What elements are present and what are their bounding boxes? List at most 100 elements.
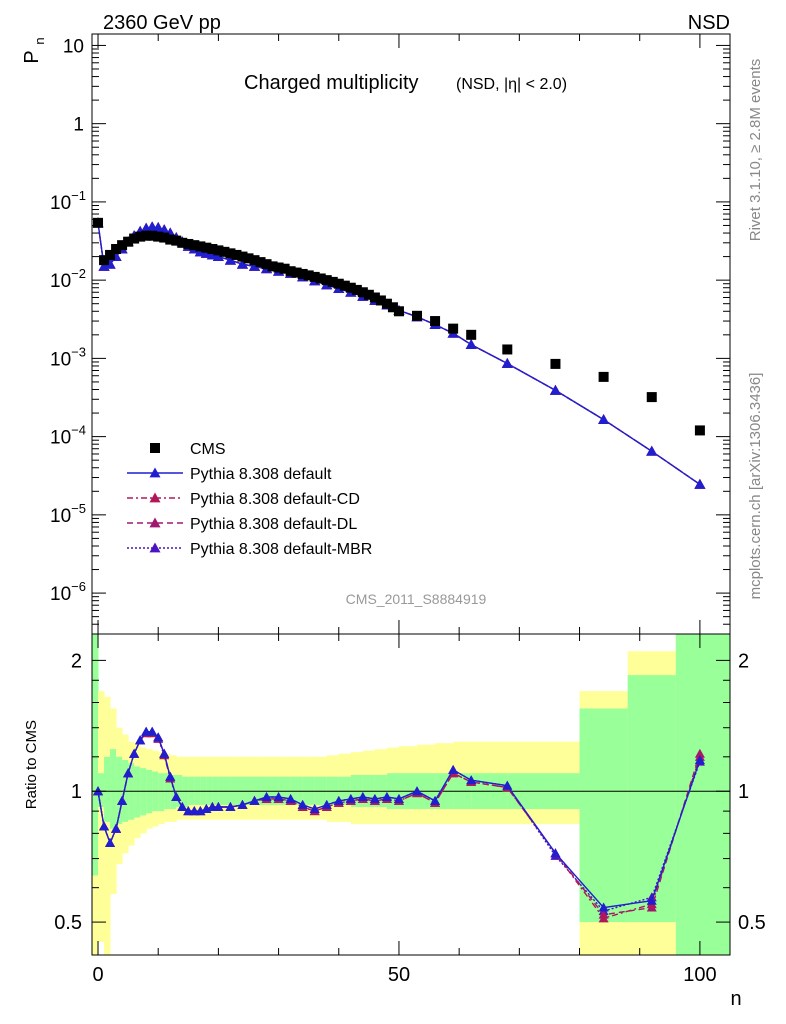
process-label: NSD [688, 12, 730, 34]
legend-marker [149, 492, 161, 503]
band-inner [116, 756, 123, 825]
cms-marker [345, 282, 356, 293]
band-outer [104, 696, 111, 955]
main-y-tick-label: 10−4 [50, 423, 86, 449]
ratio-y-tick-label-right: 1 [738, 781, 749, 803]
ratio-marker-0 [694, 754, 705, 764]
plot-title-cut: (NSD, |η| < 2.0) [456, 76, 567, 93]
cms-marker [267, 261, 278, 272]
cms-marker [195, 241, 206, 252]
mc-marker-1 [549, 384, 561, 395]
ratio-marker-1 [598, 913, 609, 923]
band-outer [98, 691, 105, 942]
cms-marker [291, 267, 302, 278]
ratio-marker-0 [249, 795, 260, 805]
legend-label: Pythia 8.308 default-MBR [190, 541, 372, 558]
main-y-tick-label: 10−5 [50, 501, 86, 527]
band-inner [579, 708, 629, 923]
cms-marker [129, 233, 140, 244]
x-tick-label: 100 [683, 964, 716, 986]
cms-marker [315, 273, 326, 284]
cms-marker [123, 236, 134, 247]
rivet-label: Rivet 3.1.10, ≥ 2.8M events [747, 59, 764, 242]
ratio-marker-0 [297, 799, 308, 809]
tick-base: 10 [50, 506, 71, 527]
cms-marker [309, 271, 320, 282]
main-y-tick-label: 10 [63, 36, 84, 57]
cms-marker [387, 302, 398, 313]
cms-marker [375, 295, 386, 306]
cms-marker [237, 251, 248, 262]
ratio-y-tick-label-right: 2 [738, 650, 749, 672]
ratio-marker-0 [345, 793, 356, 803]
cms-marker [177, 237, 188, 248]
main-y-tick-label: 10−1 [50, 188, 86, 214]
ratio-marker-0 [357, 791, 368, 801]
cms-marker [412, 310, 423, 321]
ratio-marker-0 [646, 895, 657, 905]
ratio-marker-0 [381, 791, 392, 801]
cms-marker [225, 248, 236, 259]
mc-marker-1 [212, 251, 224, 261]
ratio-marker-0 [225, 801, 236, 811]
legend-marker [149, 467, 161, 478]
cms-marker [165, 234, 176, 245]
mc-line-4 [97, 222, 701, 485]
ratio-marker-0 [147, 726, 158, 736]
analysis-id: CMS_2011_S8884919 [346, 591, 487, 607]
ratio-marker-0 [333, 795, 344, 805]
tick-exponent: −3 [71, 344, 86, 359]
main-y-tick-label: 10−2 [50, 266, 86, 292]
mc-line-3 [97, 222, 701, 485]
cms-marker [171, 235, 182, 246]
mc-line-1 [97, 222, 701, 485]
y-axis-label-main: P n [21, 37, 47, 63]
legend-label: Pythia 8.308 default-DL [190, 516, 357, 533]
cms-marker [273, 262, 284, 273]
cms-marker [357, 287, 368, 298]
ratio-marker-0 [502, 780, 513, 790]
mc-marker-1 [152, 222, 164, 232]
cms-marker [448, 323, 459, 334]
cms-marker [369, 292, 380, 303]
cms-marker [279, 263, 290, 274]
cms-marker [201, 242, 212, 253]
y-axis-label-ratio: Ratio to CMS [23, 720, 40, 809]
cms-marker [333, 278, 344, 289]
cms-marker [147, 230, 158, 241]
cms-marker [297, 268, 308, 279]
band-inner [182, 776, 189, 807]
ratio-marker-0 [99, 821, 110, 831]
tick-exponent: −5 [71, 501, 86, 516]
main-y-tick-label: 1 [73, 115, 84, 136]
legend-label: Pythia 8.308 default-CD [190, 491, 360, 508]
band-inner [627, 675, 677, 923]
cms-marker [351, 284, 362, 295]
ratio-marker-0 [261, 791, 272, 801]
ratio-marker-0 [466, 775, 477, 785]
band-inner [140, 768, 147, 816]
ratio-marker-0 [213, 801, 224, 811]
tick-base: 10 [50, 584, 71, 605]
cms-marker [363, 289, 374, 300]
cms-marker [694, 425, 705, 436]
band-inner [110, 749, 117, 829]
cms-marker [141, 230, 152, 241]
cms-marker [502, 344, 513, 355]
band-inner [92, 634, 99, 876]
cms-marker [159, 232, 170, 243]
cms-marker [381, 298, 392, 309]
mc-marker-1 [206, 249, 218, 260]
ratio-marker-0 [177, 801, 188, 811]
ratio-marker-0 [550, 848, 561, 858]
mc-marker-1 [249, 260, 261, 271]
ratio-marker-0 [412, 786, 423, 796]
mc-marker-1 [200, 247, 212, 258]
ratio-marker-0 [237, 799, 248, 809]
band-inner [98, 773, 105, 807]
cms-marker [111, 244, 122, 255]
mc-marker-1 [646, 445, 658, 456]
cms-marker [213, 245, 224, 256]
y-axis-label-main-n: n [32, 37, 47, 44]
